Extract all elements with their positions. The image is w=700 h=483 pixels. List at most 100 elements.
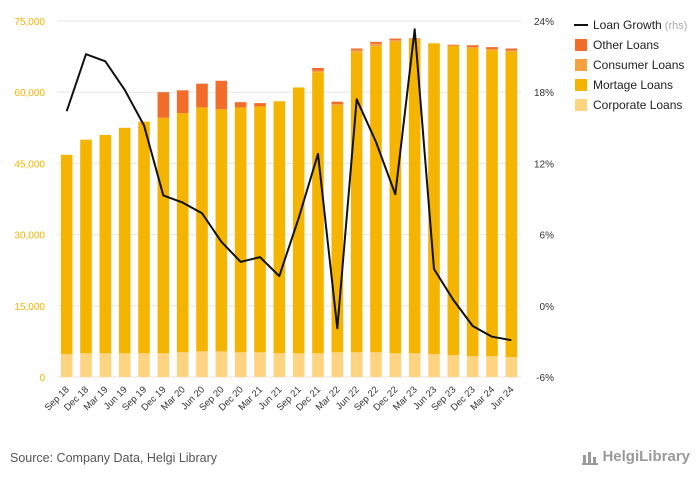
brand-logo: HelgiLibrary xyxy=(582,448,690,465)
y2-tick-label: 6% xyxy=(540,231,555,242)
bar-other-loans xyxy=(505,48,518,51)
bar-consumer-loans xyxy=(331,104,344,106)
bar-consumer-loans xyxy=(486,49,498,51)
bar-corporate-loans xyxy=(60,354,73,377)
bar-consumer-loans xyxy=(312,70,324,73)
bar-mortage-loans xyxy=(312,72,324,354)
library-icon xyxy=(582,449,599,465)
bar-mortage-loans xyxy=(447,45,460,356)
legend-label: Other Loans xyxy=(593,38,659,52)
stacked-bars xyxy=(60,38,518,377)
bar-corporate-loans xyxy=(99,353,112,377)
bar-mortage-loans xyxy=(99,134,112,354)
bar-corporate-loans xyxy=(176,352,189,377)
bar-mortage-loans xyxy=(157,117,170,354)
y2-tick-label: 18% xyxy=(534,88,554,99)
bar-other-loans xyxy=(176,90,189,114)
bar-mortage-loans xyxy=(428,43,440,355)
bar-corporate-loans xyxy=(428,354,440,377)
bar-consumer-loans xyxy=(466,47,479,49)
y2-tick-label: 12% xyxy=(534,159,554,170)
y-tick-label: 0 xyxy=(39,373,45,384)
bar-corporate-loans xyxy=(505,357,518,377)
bar-corporate-loans xyxy=(273,353,286,377)
bar-corporate-loans xyxy=(447,355,460,377)
legend-label: Loan Growth (rhs) xyxy=(593,18,687,32)
y2-tick-label: 24% xyxy=(534,17,554,28)
gridlines xyxy=(57,20,521,378)
bar-corporate-loans xyxy=(331,352,344,377)
bar-mortage-loans xyxy=(80,139,92,354)
source-note: Source: Company Data, Helgi Library xyxy=(10,451,218,465)
y2-tick-label: -6% xyxy=(536,373,554,384)
legend-label: Mortage Loans xyxy=(593,78,673,92)
bar-mortage-loans xyxy=(350,52,363,353)
y-tick-label: 15,000 xyxy=(14,302,45,313)
bar-consumer-loans xyxy=(505,50,518,52)
bar-other-loans xyxy=(486,47,498,50)
bar-corporate-loans xyxy=(138,353,150,377)
bar-mortage-loans xyxy=(138,121,150,354)
bar-mortage-loans xyxy=(370,46,382,353)
y-tick-label: 60,000 xyxy=(14,88,45,99)
bar-other-loans xyxy=(196,83,208,108)
bar-other-loans xyxy=(157,92,170,118)
bar-other-loans xyxy=(389,38,402,40)
bar-mortage-loans xyxy=(273,101,286,354)
legend: Loan Growth (rhs) Other Loans Consumer Loa… xyxy=(574,18,687,112)
bar-corporate-loans xyxy=(312,353,324,377)
bar-mortage-loans xyxy=(60,154,73,355)
bar-mortage-loans xyxy=(176,113,189,353)
y-tick-label: 45,000 xyxy=(14,159,45,170)
y-tick-label: 30,000 xyxy=(14,231,45,242)
bar-corporate-loans xyxy=(118,353,131,377)
bar-mortage-loans xyxy=(505,51,518,358)
legend-swatch xyxy=(575,39,587,51)
bar-other-loans xyxy=(447,44,460,46)
bar-corporate-loans xyxy=(157,353,170,377)
bar-corporate-loans xyxy=(80,353,92,377)
bar-consumer-loans xyxy=(370,43,382,47)
loan-growth-line xyxy=(65,28,512,342)
bar-consumer-loans xyxy=(389,39,402,42)
bar-corporate-loans xyxy=(292,353,305,377)
y-tick-label: 75,000 xyxy=(14,17,45,28)
bar-corporate-loans xyxy=(350,352,363,377)
bar-mortage-loans xyxy=(234,107,247,353)
brand-name: HelgiLibrary xyxy=(602,448,690,465)
legend-label: Corporate Loans xyxy=(593,98,682,112)
legend-label: Consumer Loans xyxy=(593,58,684,72)
bar-other-loans xyxy=(312,67,324,71)
y2-tick-label: 0% xyxy=(540,302,555,313)
legend-swatch xyxy=(575,79,587,91)
legend-note: (rhs) xyxy=(662,20,688,32)
bar-mortage-loans xyxy=(408,39,421,354)
bar-corporate-loans xyxy=(486,356,498,377)
bar-corporate-loans xyxy=(254,352,266,377)
bar-other-loans xyxy=(254,103,266,107)
legend-swatch xyxy=(575,99,587,111)
bar-other-loans xyxy=(466,45,479,48)
line-loan-growth xyxy=(65,28,512,342)
bar-mortage-loans xyxy=(331,105,344,353)
bar-corporate-loans xyxy=(370,352,382,377)
bar-other-loans xyxy=(331,101,344,105)
bar-consumer-loans xyxy=(350,49,363,53)
bar-mortage-loans xyxy=(486,50,498,357)
bar-mortage-loans xyxy=(389,41,402,354)
bar-corporate-loans xyxy=(196,351,208,377)
left-axis-ticks: 0 15,000 30,000 45,000 60,000 75,000 xyxy=(14,17,45,384)
bar-other-loans xyxy=(215,80,228,110)
bar-corporate-loans xyxy=(389,353,402,377)
bar-corporate-loans xyxy=(234,352,247,377)
bar-mortage-loans xyxy=(118,127,131,354)
bar-other-loans xyxy=(370,41,382,44)
bar-other-loans xyxy=(234,102,247,108)
bar-corporate-loans xyxy=(408,353,421,377)
bar-corporate-loans xyxy=(466,356,479,377)
legend-swatch xyxy=(575,59,587,71)
bar-mortage-loans xyxy=(215,109,228,352)
bar-corporate-loans xyxy=(215,351,228,377)
